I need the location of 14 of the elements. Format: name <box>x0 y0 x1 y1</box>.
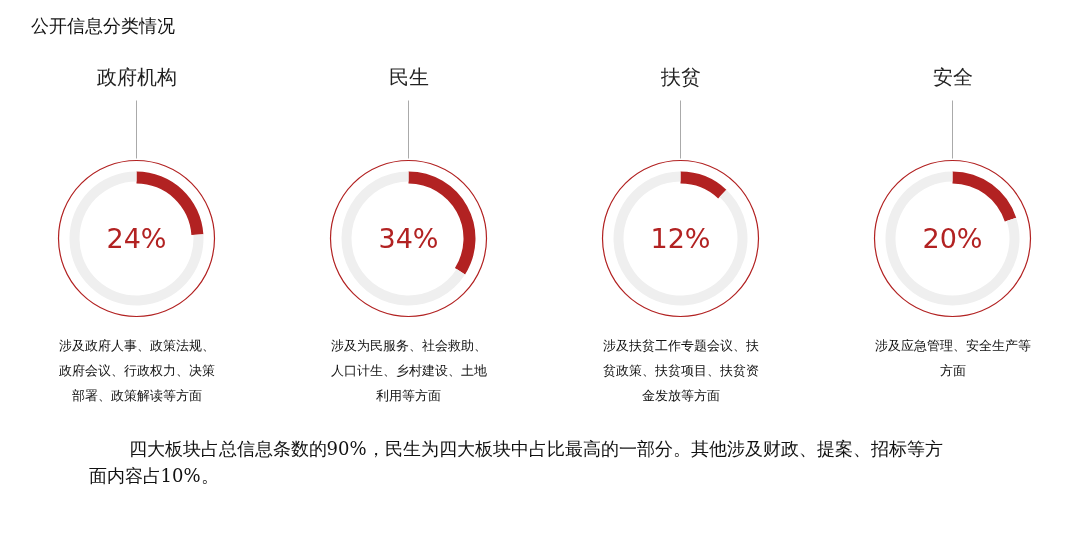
text: 公开信息分类情况 <box>30 15 175 36</box>
text: 四大板块占总信息条数的90%，民生为四大板块中占比最高的一部分。其他涉及财政、提案、招标等方面内容占10%。 <box>88 438 943 486</box>
text: 24% <box>106 223 167 254</box>
chart-title: 民生 <box>388 64 429 89</box>
text: 涉及应急管理、安全生产等方面 <box>874 338 1031 378</box>
chart-title: 政府机构 <box>96 64 177 89</box>
text: 20% <box>922 223 983 254</box>
chart-title: 安全 <box>932 64 973 89</box>
text: 涉及为民服务、社会救助、人口计生、乡村建设、土地利用等方面 <box>330 338 487 403</box>
text: 34% <box>378 223 439 254</box>
text: 12% <box>650 223 711 254</box>
text: 涉及扶贫工作专题会议、扶贫政策、扶贫项目、扶贫资金发放等方面 <box>602 338 759 403</box>
text: 涉及政府人事、政策法规、政府会议、行政权力、决策部署、政策解读等方面 <box>58 338 215 403</box>
chart-title: 扶贫 <box>659 64 701 89</box>
